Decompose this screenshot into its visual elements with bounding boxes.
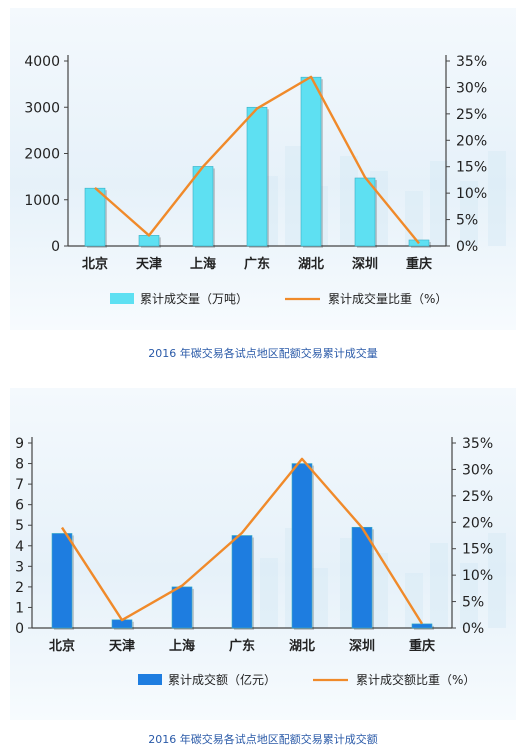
y-right-tick-label: 10%	[462, 568, 493, 584]
y-right-tick-label: 25%	[456, 107, 487, 123]
bar	[192, 166, 214, 247]
y-left-tick-label: 0	[51, 239, 60, 255]
y-right-tick-label: 35%	[462, 436, 493, 452]
y-right-tick-label: 20%	[456, 133, 487, 149]
y-left-tick-label: 6	[15, 498, 24, 514]
y-left-tick-label: 5	[15, 518, 24, 534]
background-building	[488, 533, 506, 628]
y-left-tick-label: 7	[15, 477, 24, 493]
legend-bar-label: 累计成交量（万吨）	[140, 291, 248, 306]
chart-caption-volume: 2016 年碳交易各试点地区配额交易累计成交量	[148, 347, 378, 360]
legend-line-label: 累计成交额比重（%）	[356, 672, 475, 687]
x-tick-label: 天津	[136, 256, 162, 272]
background-building	[260, 558, 278, 628]
background-building	[340, 156, 358, 246]
x-tick-label: 上海	[190, 256, 216, 272]
y-left-tick-label: 2000	[24, 147, 60, 163]
x-tick-label: 湖北	[298, 257, 324, 272]
background-building	[430, 543, 448, 628]
y-right-tick-label: 0%	[462, 621, 484, 637]
x-tick-label: 重庆	[409, 638, 435, 654]
background-building	[405, 573, 423, 628]
chart-caption-amount: 2016 年碳交易各试点地区配额交易累计成交额	[148, 733, 378, 746]
chart-panel-volume: 0 1000 2000 3000 4000 0% 5% 10% 15% 20% 25% 30% 35% 北…	[10, 8, 516, 330]
x-tick-label: 深圳	[349, 638, 375, 654]
background-building	[488, 151, 506, 246]
x-tick-label: 天津	[109, 638, 135, 654]
bar	[351, 526, 373, 629]
bar	[231, 535, 253, 629]
y-right-tick-label: 15%	[462, 542, 493, 558]
y-left-tick-label: 1000	[24, 193, 60, 209]
y-left-tick-label: 1	[15, 600, 24, 616]
bar	[84, 187, 106, 247]
bar	[291, 463, 313, 629]
legend-bar-label: 累计成交额（亿元）	[168, 672, 276, 687]
y-left-tick-label: 4000	[24, 54, 60, 70]
y-right-tick-label: 20%	[462, 515, 493, 531]
volume-chart: 0 1000 2000 3000 4000 0% 5% 10% 15% 20% 25% 30% 35% 北…	[10, 8, 516, 330]
x-tick-label: 深圳	[352, 256, 378, 272]
chart-panel-amount: 0 1 2 3 4 5 6 7 8 9 0% 5% 10% 15% 20% 25% 30% 35% 北京 天津 上海 广东…	[10, 388, 516, 720]
x-tick-label: 北京	[49, 638, 75, 654]
x-tick-label: 北京	[82, 256, 108, 272]
y-right-tick-label: 30%	[462, 462, 493, 478]
y-left-tick-label: 8	[15, 457, 24, 473]
x-tick-label: 广东	[244, 256, 270, 272]
x-tick-label: 上海	[169, 638, 195, 654]
amount-chart: 0 1 2 3 4 5 6 7 8 9 0% 5% 10% 15% 20% 25% 30% 35% 北京 天津 上海 广东…	[10, 388, 516, 720]
background-building	[430, 161, 448, 246]
legend-bar-swatch	[138, 674, 162, 685]
y-right-tick-label: 0%	[456, 239, 478, 255]
y-left-tick-label: 4	[15, 539, 24, 555]
bar	[246, 106, 268, 247]
y-left-tick-label: 2	[15, 580, 24, 596]
bar	[354, 177, 376, 247]
bar	[51, 533, 73, 629]
background-building	[460, 181, 478, 246]
y-right-tick-label: 10%	[456, 186, 487, 202]
bar	[300, 76, 322, 247]
legend-line-label: 累计成交量比重（%）	[328, 291, 447, 306]
background-building	[285, 146, 303, 246]
legend-bar-swatch	[110, 293, 134, 304]
x-tick-label: 广东	[229, 638, 255, 654]
background-building	[460, 563, 478, 628]
y-right-tick-label: 5%	[462, 595, 484, 611]
bar	[411, 623, 433, 629]
bar	[171, 586, 193, 629]
x-tick-label: 湖北	[289, 639, 315, 654]
y-right-tick-label: 35%	[456, 54, 487, 70]
y-right-tick-label: 15%	[456, 160, 487, 176]
background-building	[310, 568, 328, 628]
y-left-tick-label: 9	[15, 436, 24, 452]
x-tick-label: 重庆	[406, 256, 432, 272]
y-left-tick-label: 3	[15, 559, 24, 575]
bar	[138, 235, 160, 247]
y-left-tick-label: 0	[15, 621, 24, 637]
y-left-tick-label: 3000	[24, 100, 60, 116]
y-right-tick-label: 25%	[462, 489, 493, 505]
chart-background	[10, 388, 516, 720]
y-right-tick-label: 30%	[456, 80, 487, 96]
background-building	[370, 553, 388, 628]
y-right-tick-label: 5%	[456, 213, 478, 229]
